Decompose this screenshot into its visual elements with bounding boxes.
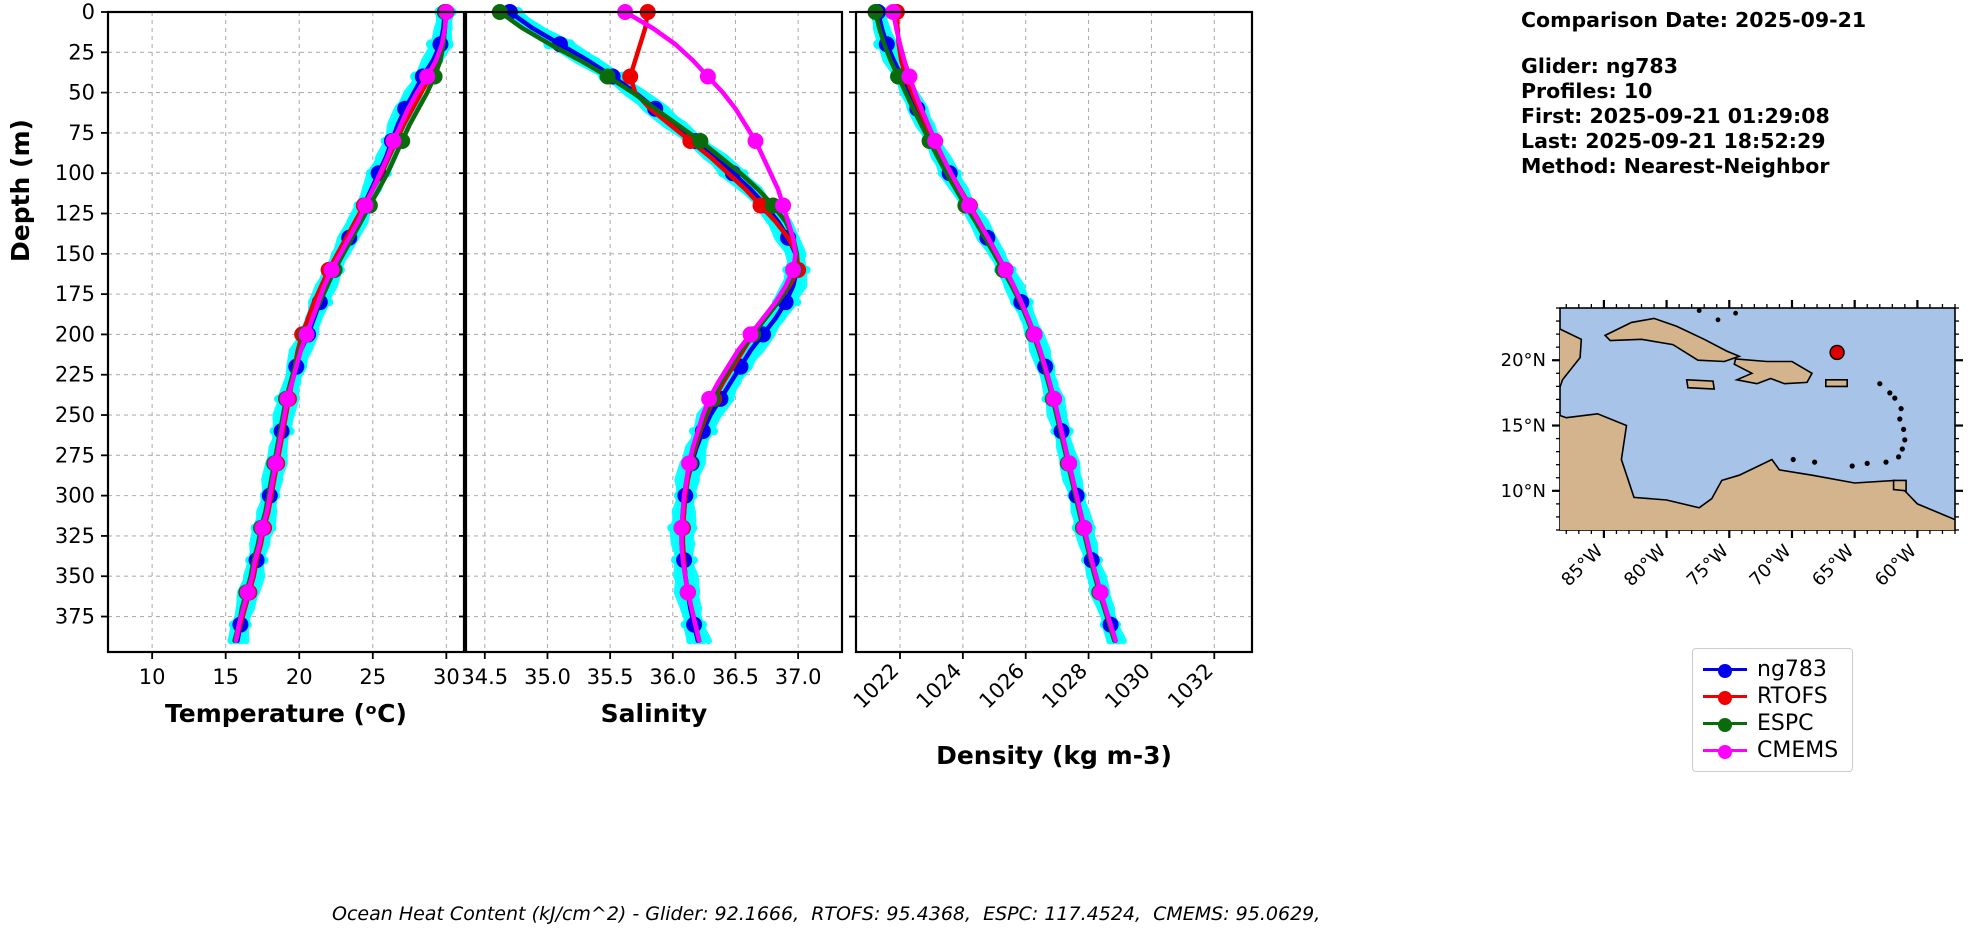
svg-text:15: 15 <box>212 665 239 689</box>
svg-text:1022: 1022 <box>849 659 904 714</box>
svg-text:Salinity: Salinity <box>601 699 708 728</box>
svg-text:80°W: 80°W <box>1620 541 1670 591</box>
legend-item[interactable]: RTOFS <box>1703 683 1838 710</box>
svg-text:275: 275 <box>55 443 95 467</box>
svg-text:36.0: 36.0 <box>649 665 696 689</box>
legend-item-label: CMEMS <box>1757 738 1839 763</box>
svg-text:0: 0 <box>82 0 95 24</box>
temperature-profile-panel: 10 15 20 25 30025507510012515017520022525027… <box>55 0 466 728</box>
svg-text:Temperature (ᵒC): Temperature (ᵒC) <box>165 699 407 728</box>
legend-line-marker <box>1703 664 1747 678</box>
svg-text:75°W: 75°W <box>1683 541 1733 591</box>
legend-line-marker <box>1703 745 1747 759</box>
svg-text:325: 325 <box>55 524 95 548</box>
svg-text:85°W: 85°W <box>1557 541 1607 591</box>
svg-text:375: 375 <box>55 605 95 629</box>
svg-text:10: 10 <box>139 665 166 689</box>
svg-text:36.5: 36.5 <box>712 665 759 689</box>
svg-text:35.0: 35.0 <box>524 665 571 689</box>
svg-text:60°W: 60°W <box>1871 541 1921 591</box>
svg-text:300: 300 <box>55 484 95 508</box>
profiles-count-text: Profiles: 10 <box>1521 79 1653 103</box>
salinity-profile-panel: 34.5 35.0 35.5 36.0 36.5 37.0 Salinity <box>459 4 844 728</box>
glider-id-text: Glider: ng783 <box>1521 54 1678 78</box>
svg-text:25: 25 <box>68 40 95 64</box>
svg-text:225: 225 <box>55 363 95 387</box>
svg-text:35.5: 35.5 <box>587 665 634 689</box>
ocean-heat-content-caption: Ocean Heat Content (kJ/cm^2) - Glider: 9… <box>332 903 1321 925</box>
svg-text:1026: 1026 <box>974 659 1029 714</box>
svg-text:100: 100 <box>55 161 95 185</box>
svg-text:200: 200 <box>55 322 95 346</box>
legend-item[interactable]: ng783 <box>1703 656 1838 683</box>
svg-text:350: 350 <box>55 564 95 588</box>
svg-text:1028: 1028 <box>1037 659 1092 714</box>
svg-text:1030: 1030 <box>1100 659 1155 714</box>
density-profile-panel: 1022 1024 1026 1028 1030 1032 Density (kg m-3) <box>849 4 1254 770</box>
svg-text:10°N: 10°N <box>1501 481 1546 502</box>
svg-text:250: 250 <box>55 403 95 427</box>
svg-text:50: 50 <box>68 81 95 105</box>
svg-text:20°N: 20°N <box>1501 350 1546 371</box>
depth-axis-label: Depth (m) <box>6 119 35 262</box>
legend-item-label: ESPC <box>1757 711 1814 736</box>
method-text: Method: Nearest-Neighbor <box>1521 154 1830 178</box>
svg-text:125: 125 <box>55 202 95 226</box>
svg-text:15°N: 15°N <box>1501 416 1546 437</box>
svg-text:20: 20 <box>286 665 313 689</box>
legend-item[interactable]: CMEMS <box>1703 737 1838 764</box>
legend-line-marker <box>1703 718 1747 732</box>
legend-item-label: ng783 <box>1757 657 1827 682</box>
svg-text:Density (kg m-3): Density (kg m-3) <box>936 741 1172 770</box>
svg-text:65°W: 65°W <box>1808 541 1858 591</box>
legend-item-label: RTOFS <box>1757 684 1828 709</box>
svg-text:1024: 1024 <box>912 659 967 714</box>
svg-text:34.5: 34.5 <box>461 665 508 689</box>
svg-text:150: 150 <box>55 242 95 266</box>
legend-line-marker <box>1703 691 1747 705</box>
comparison-date-text: Comparison Date: 2025-09-21 <box>1521 8 1867 32</box>
legend-item[interactable]: ESPC <box>1703 710 1838 737</box>
first-profile-time-text: First: 2025-09-21 01:29:08 <box>1521 104 1830 128</box>
svg-text:70°W: 70°W <box>1746 541 1796 591</box>
svg-text:1032: 1032 <box>1163 659 1218 714</box>
svg-text:37.0: 37.0 <box>775 665 822 689</box>
svg-text:175: 175 <box>55 282 95 306</box>
last-profile-time-text: Last: 2025-09-21 18:52:29 <box>1521 129 1826 153</box>
svg-text:30: 30 <box>433 665 460 689</box>
svg-text:75: 75 <box>68 121 95 145</box>
location-map[interactable]: 85°W 80°W 75°W 70°W 65°W 60°W 20°N 15°N 10°N <box>1500 290 1963 610</box>
svg-text:25: 25 <box>359 665 386 689</box>
series-legend: ng783 RTOFS ESPC CMEMS <box>1692 648 1854 772</box>
